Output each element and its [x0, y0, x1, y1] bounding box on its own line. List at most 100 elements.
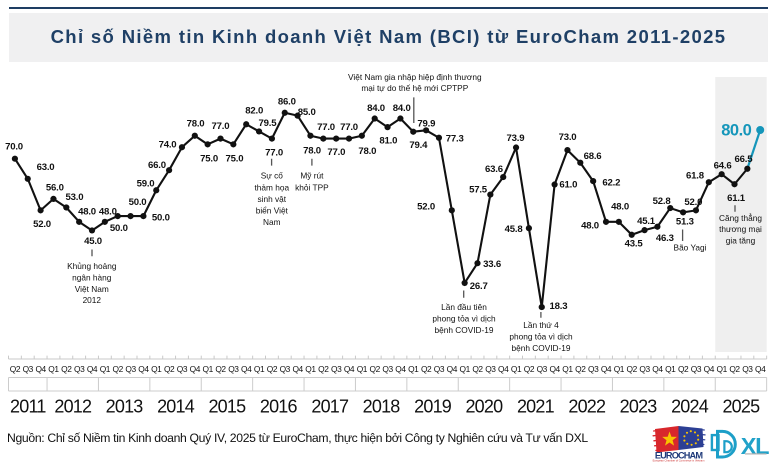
svg-text:81.0: 81.0: [379, 135, 397, 146]
svg-text:2012: 2012: [54, 397, 92, 417]
svg-text:Q3: Q3: [125, 364, 136, 374]
svg-text:45.8: 45.8: [505, 224, 524, 235]
svg-text:Q3: Q3: [177, 364, 188, 374]
svg-text:Q4: Q4: [190, 364, 201, 374]
svg-text:43.5: 43.5: [625, 238, 644, 249]
svg-text:Q2: Q2: [627, 364, 638, 374]
svg-text:68.6: 68.6: [584, 151, 602, 162]
svg-text:Q2: Q2: [267, 364, 278, 374]
svg-text:Q3: Q3: [23, 364, 34, 374]
svg-text:Q3: Q3: [382, 364, 393, 374]
svg-text:2020: 2020: [465, 397, 503, 417]
svg-text:Q1: Q1: [562, 364, 573, 374]
svg-text:61.8: 61.8: [686, 171, 705, 182]
svg-text:2024: 2024: [671, 397, 709, 417]
svg-text:Căng thẳng: Căng thẳng: [719, 212, 762, 223]
svg-text:57.5: 57.5: [469, 184, 488, 195]
svg-text:78.0: 78.0: [303, 145, 321, 156]
svg-text:Q3: Q3: [588, 364, 599, 374]
svg-text:EUROCHAM: EUROCHAM: [655, 451, 703, 461]
svg-text:Q4: Q4: [704, 364, 715, 374]
svg-text:Q1: Q1: [614, 364, 625, 374]
svg-text:Q1: Q1: [460, 364, 471, 374]
svg-text:86.0: 86.0: [278, 96, 296, 107]
svg-text:2025: 2025: [722, 397, 760, 417]
svg-text:70.0: 70.0: [5, 141, 23, 152]
svg-text:77.0: 77.0: [265, 148, 283, 159]
svg-text:mại tự do thế hệ mới CPTPP: mại tự do thế hệ mới CPTPP: [361, 83, 468, 93]
svg-text:Q4: Q4: [395, 364, 406, 374]
svg-text:phong tỏa vì dịch: phong tỏa vì dịch: [509, 331, 573, 341]
svg-text:2012: 2012: [83, 295, 102, 305]
svg-text:48.0: 48.0: [581, 220, 599, 231]
svg-text:Q2: Q2: [729, 364, 740, 374]
svg-text:77.0: 77.0: [317, 122, 335, 133]
svg-text:gia tăng: gia tăng: [726, 236, 756, 246]
svg-text:Q4: Q4: [755, 364, 766, 374]
svg-text:56.0: 56.0: [46, 182, 64, 193]
svg-text:Q2: Q2: [370, 364, 381, 374]
svg-text:Q4: Q4: [241, 364, 252, 374]
svg-text:75.0: 75.0: [225, 153, 243, 164]
svg-text:Sự cố: Sự cố: [261, 171, 284, 181]
svg-text:73.9: 73.9: [506, 133, 524, 144]
svg-text:Q2: Q2: [678, 364, 689, 374]
svg-text:Q4: Q4: [35, 364, 46, 374]
svg-text:Q2: Q2: [575, 364, 586, 374]
svg-text:Q4: Q4: [292, 364, 303, 374]
svg-text:Q4: Q4: [87, 364, 98, 374]
svg-text:52.0: 52.0: [417, 202, 435, 213]
svg-text:Q2: Q2: [318, 364, 329, 374]
svg-text:Bão Yagi: Bão Yagi: [674, 243, 707, 253]
svg-text:Q1: Q1: [717, 364, 728, 374]
svg-text:Q1: Q1: [665, 364, 676, 374]
svg-text:Q2: Q2: [10, 364, 21, 374]
svg-text:Q4: Q4: [601, 364, 612, 374]
svg-text:52.0: 52.0: [33, 219, 51, 230]
svg-text:48.0: 48.0: [78, 207, 96, 218]
svg-text:2021: 2021: [517, 397, 555, 417]
svg-text:Q3: Q3: [691, 364, 702, 374]
svg-text:78.0: 78.0: [358, 146, 376, 157]
svg-text:78.0: 78.0: [187, 118, 205, 129]
svg-text:Khủng hoảng: Khủng hoảng: [67, 261, 117, 271]
svg-text:Q3: Q3: [74, 364, 85, 374]
svg-text:Q1: Q1: [511, 364, 522, 374]
svg-text:75.0: 75.0: [200, 153, 218, 164]
svg-text:77.0: 77.0: [340, 122, 358, 133]
svg-text:2017: 2017: [311, 397, 349, 417]
svg-text:Q3: Q3: [228, 364, 239, 374]
svg-text:2013: 2013: [106, 397, 144, 417]
svg-text:thảm họa: thảm họa: [255, 182, 290, 192]
svg-text:61.0: 61.0: [559, 180, 577, 191]
svg-text:European Chamber of Commerce i: European Chamber of Commerce in Vietnam: [653, 458, 705, 462]
svg-text:48.0: 48.0: [611, 202, 629, 213]
svg-text:Q2: Q2: [113, 364, 124, 374]
svg-text:Việt Nam gia nhập hiệp định th: Việt Nam gia nhập hiệp định thương: [348, 72, 482, 82]
svg-text:Q4: Q4: [549, 364, 560, 374]
svg-text:Q4: Q4: [138, 364, 149, 374]
svg-text:2023: 2023: [620, 397, 658, 417]
svg-text:Q2: Q2: [61, 364, 72, 374]
svg-text:Q1: Q1: [151, 364, 162, 374]
svg-text:sinh vật: sinh vật: [258, 194, 287, 204]
svg-text:Q2: Q2: [524, 364, 535, 374]
svg-text:79.4: 79.4: [409, 140, 428, 151]
svg-text:82.0: 82.0: [245, 105, 263, 116]
svg-text:2022: 2022: [568, 397, 606, 417]
svg-text:2015: 2015: [208, 397, 246, 417]
svg-text:Q1: Q1: [203, 364, 214, 374]
svg-text:Q1: Q1: [48, 364, 59, 374]
svg-text:Q4: Q4: [344, 364, 355, 374]
svg-text:63.0: 63.0: [37, 162, 55, 173]
svg-text:45.0: 45.0: [84, 236, 102, 247]
svg-text:51.3: 51.3: [676, 217, 694, 228]
svg-text:bệnh COVID-19: bệnh COVID-19: [434, 325, 493, 335]
svg-text:84.0: 84.0: [393, 103, 411, 114]
svg-text:26.7: 26.7: [470, 281, 488, 292]
svg-text:73.0: 73.0: [559, 132, 577, 143]
svg-text:48.0: 48.0: [99, 207, 117, 218]
svg-text:Q1: Q1: [305, 364, 316, 374]
svg-text:Q4: Q4: [447, 364, 458, 374]
svg-text:Q2: Q2: [215, 364, 226, 374]
